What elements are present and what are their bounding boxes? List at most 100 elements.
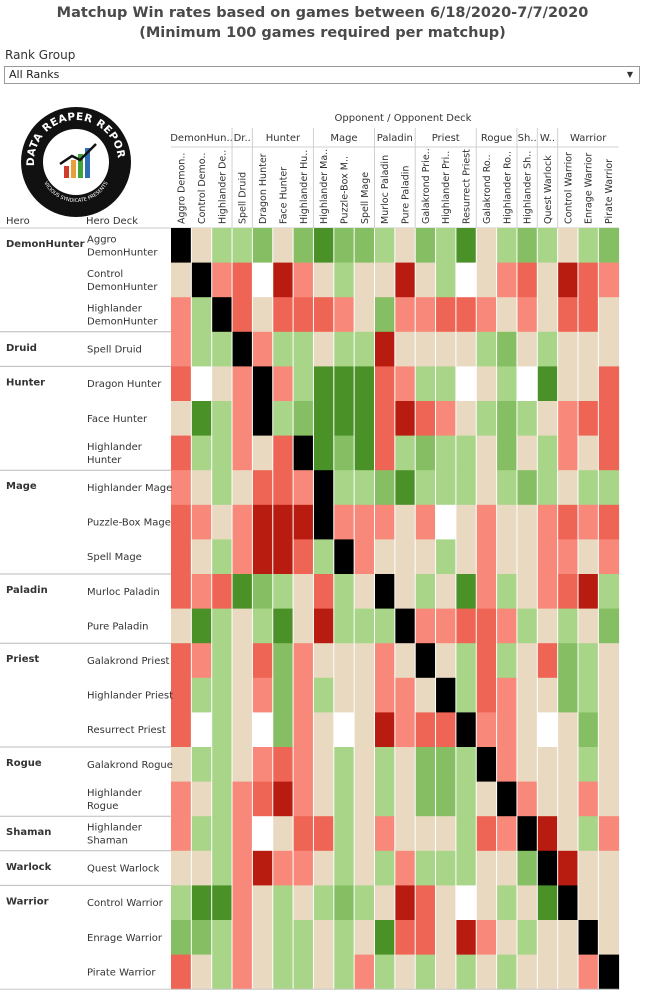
column-group-label: Warrior <box>570 133 607 144</box>
heat-cell <box>415 712 436 748</box>
heat-cell <box>435 781 457 817</box>
heat-cell <box>374 574 396 609</box>
heat-cell <box>516 366 538 402</box>
heat-cell <box>232 435 253 471</box>
heat-cell <box>435 504 457 540</box>
heat-cell <box>293 331 314 367</box>
heat-cell <box>455 677 477 713</box>
heat-cell <box>354 297 375 333</box>
heat-cell <box>557 747 579 782</box>
heat-cell <box>415 435 436 471</box>
heat-cell <box>394 331 416 367</box>
heat-cell <box>598 954 620 990</box>
heat-cell <box>394 435 416 471</box>
heat-cell <box>578 574 599 609</box>
heat-cell <box>394 816 416 852</box>
deck-label: Control Warrior <box>87 898 164 909</box>
heat-cell <box>598 470 620 506</box>
hero-label: Rogue <box>6 758 42 769</box>
heat-cell <box>476 228 497 263</box>
heat-cell <box>455 954 477 990</box>
heat-cell <box>272 504 294 540</box>
heat-cell <box>252 297 274 333</box>
heat-cell <box>394 574 416 609</box>
heat-cell <box>496 435 518 471</box>
heat-cell <box>496 954 518 990</box>
heat-cell <box>537 504 559 540</box>
heat-cell <box>272 608 294 644</box>
heat-cell <box>293 435 314 471</box>
heat-cell <box>394 401 416 436</box>
heat-cell <box>232 539 253 575</box>
heat-cell <box>232 331 253 367</box>
hero-label: Mage <box>6 481 37 492</box>
heat-cell <box>232 712 253 748</box>
heat-cell <box>598 781 620 817</box>
heat-cell <box>455 504 477 540</box>
heat-cell <box>578 539 599 575</box>
heat-cell <box>211 366 233 402</box>
heat-cell <box>435 366 457 402</box>
deck-label: Enrage Warrior <box>87 933 163 944</box>
heat-cell <box>354 712 375 748</box>
heat-cell <box>394 297 416 333</box>
heat-cell <box>252 504 274 540</box>
heat-cell <box>333 850 355 886</box>
heat-cell <box>476 297 497 333</box>
heat-cell <box>516 331 538 367</box>
heat-cell <box>415 228 436 263</box>
heat-cell <box>313 747 335 782</box>
heat-cell <box>598 712 620 748</box>
heat-cell <box>455 850 477 886</box>
heat-cell <box>435 920 457 955</box>
heat-cell <box>394 643 416 679</box>
heat-cell <box>516 297 538 333</box>
heat-cell <box>496 504 518 540</box>
heat-cell <box>557 574 579 609</box>
heat-cell <box>476 677 497 713</box>
deck-label: Highlander DemonHunter <box>87 304 158 328</box>
deck-label: Highlander Hunter <box>87 442 143 466</box>
column-group-label: Hunter <box>266 133 301 144</box>
heat-cell <box>578 643 599 679</box>
heat-cell <box>394 747 416 782</box>
heat-cell <box>252 954 274 990</box>
heat-cell <box>313 608 335 644</box>
heat-cell <box>435 401 457 436</box>
heat-cell <box>537 228 559 263</box>
heat-cell <box>333 920 355 955</box>
column-label: Control Warrior <box>563 152 574 224</box>
rank-group-select[interactable]: All Ranks ▼ <box>4 66 640 84</box>
heat-cell <box>557 781 579 817</box>
heat-cell <box>354 435 375 471</box>
hero-label: Paladin <box>6 585 48 596</box>
heat-cell <box>313 401 335 436</box>
heat-cell <box>455 331 477 367</box>
heat-cell <box>557 920 579 955</box>
column-label: Highlander Pri.. <box>441 151 452 224</box>
hero-label: Warrior <box>6 896 49 907</box>
heat-cell <box>272 574 294 609</box>
heat-cell <box>578 954 599 990</box>
heat-cell <box>354 850 375 886</box>
heat-cell <box>476 643 497 679</box>
heat-cell <box>516 608 538 644</box>
heat-cell <box>578 920 599 955</box>
heat-cell <box>313 435 335 471</box>
chevron-down-icon[interactable]: ▼ <box>626 70 633 79</box>
heat-cell <box>578 885 599 921</box>
heat-cell <box>171 712 192 748</box>
heat-cell <box>516 850 538 886</box>
heat-cell <box>537 470 559 506</box>
deck-label: Galakrond Priest <box>87 656 170 667</box>
heat-cell <box>333 228 355 263</box>
heat-cell <box>232 781 253 817</box>
heat-cell <box>496 574 518 609</box>
heat-cell <box>252 435 274 471</box>
heat-cell <box>333 954 355 990</box>
heat-cell <box>211 539 233 575</box>
heat-cell <box>191 712 213 748</box>
column-label: Highlander Hu.. <box>299 150 310 224</box>
heat-cell <box>211 747 233 782</box>
heat-cell <box>435 435 457 471</box>
